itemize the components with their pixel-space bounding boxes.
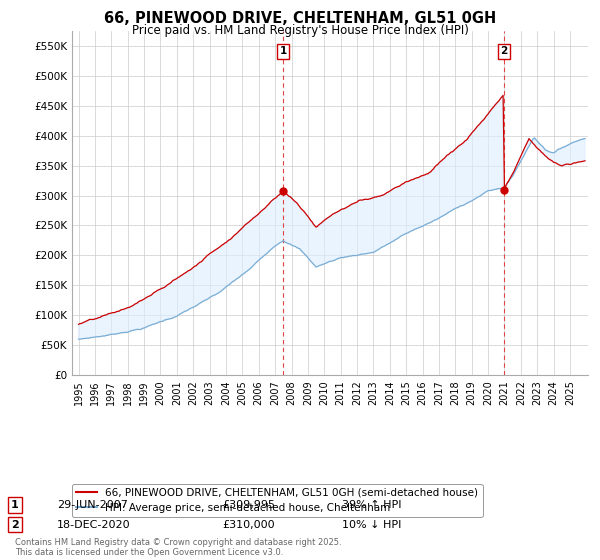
Text: £309,995: £309,995 [222,500,275,510]
Text: 66, PINEWOOD DRIVE, CHELTENHAM, GL51 0GH: 66, PINEWOOD DRIVE, CHELTENHAM, GL51 0GH [104,11,496,26]
Legend: 66, PINEWOOD DRIVE, CHELTENHAM, GL51 0GH (semi-detached house), HPI: Average pri: 66, PINEWOOD DRIVE, CHELTENHAM, GL51 0GH… [72,484,482,517]
Text: 18-DEC-2020: 18-DEC-2020 [57,520,131,530]
Text: Contains HM Land Registry data © Crown copyright and database right 2025.
This d: Contains HM Land Registry data © Crown c… [15,538,341,557]
Text: 1: 1 [280,46,287,57]
Text: Price paid vs. HM Land Registry's House Price Index (HPI): Price paid vs. HM Land Registry's House … [131,24,469,36]
Text: 2: 2 [11,520,19,530]
Text: 1: 1 [11,500,19,510]
Text: 39% ↑ HPI: 39% ↑ HPI [342,500,401,510]
Text: 2: 2 [500,46,508,57]
Text: £310,000: £310,000 [222,520,275,530]
Text: 10% ↓ HPI: 10% ↓ HPI [342,520,401,530]
Text: 29-JUN-2007: 29-JUN-2007 [57,500,128,510]
